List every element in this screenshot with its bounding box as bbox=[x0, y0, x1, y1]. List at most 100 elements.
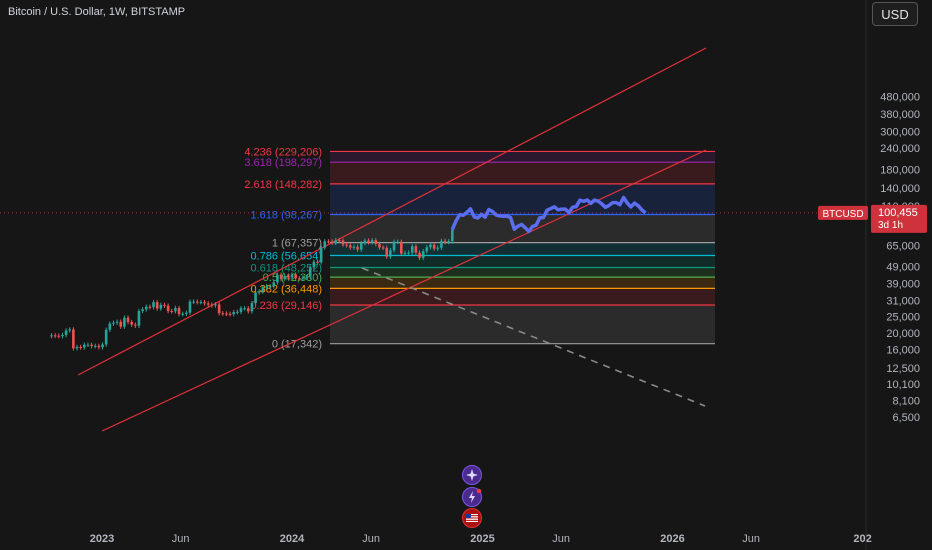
candle-body bbox=[392, 241, 396, 251]
x-tick-label: 2025 bbox=[470, 533, 494, 545]
candle-body bbox=[308, 267, 312, 277]
candle-body bbox=[170, 310, 174, 312]
candle-body bbox=[137, 310, 141, 326]
fib-zone-0.618 bbox=[330, 255, 715, 268]
y-tick-label: 8,100 bbox=[892, 395, 920, 407]
symbol-tag-bg bbox=[818, 205, 868, 220]
candle-body bbox=[192, 301, 195, 303]
candle-body bbox=[228, 313, 232, 315]
fib-zone-2.618 bbox=[330, 162, 715, 184]
y-tick-label: 6,500 bbox=[892, 412, 920, 424]
candle-series bbox=[50, 227, 454, 351]
candle-body bbox=[155, 302, 159, 309]
candle-body bbox=[79, 346, 82, 348]
y-tick-label: 65,000 bbox=[886, 240, 920, 252]
candle-body bbox=[53, 335, 57, 337]
y-tick-label: 10,100 bbox=[886, 379, 920, 391]
candle-body bbox=[159, 304, 163, 309]
candle-body bbox=[312, 261, 316, 268]
candle-body bbox=[64, 330, 68, 335]
us-flag-icon[interactable] bbox=[462, 508, 482, 528]
candle-body bbox=[276, 274, 279, 283]
candle-body bbox=[400, 241, 403, 254]
parallel-channel[interactable] bbox=[0, 47, 866, 432]
candle-body bbox=[385, 247, 389, 257]
candle-body bbox=[68, 329, 72, 331]
y-tick-label: 240,000 bbox=[880, 143, 920, 155]
candle-body bbox=[367, 240, 370, 243]
candle-body bbox=[378, 243, 381, 248]
candle-body bbox=[316, 261, 319, 263]
fib-label-0: 0 (17,342) bbox=[272, 339, 322, 351]
candle-body bbox=[152, 302, 155, 308]
candle-body bbox=[352, 246, 356, 248]
candle-body bbox=[254, 292, 257, 304]
candle-body bbox=[86, 344, 90, 346]
lightning-alert-icon[interactable] bbox=[462, 487, 482, 507]
candle-body bbox=[104, 329, 108, 345]
x-axis: 2023 Jun 2024 Jun 2025 Jun 2026 Jun 202 bbox=[90, 533, 872, 545]
candle-body bbox=[421, 251, 425, 258]
candle-body bbox=[301, 277, 305, 279]
candle-body bbox=[356, 246, 359, 250]
candle-body bbox=[50, 335, 53, 337]
candle-body bbox=[221, 313, 225, 315]
fib-label-0.236: 0.236 (29,146) bbox=[250, 300, 322, 312]
candle-body bbox=[363, 240, 367, 244]
channel-lower-line[interactable] bbox=[101, 149, 707, 432]
candle-body bbox=[181, 313, 184, 315]
candle-body bbox=[345, 244, 348, 246]
currency-button[interactable]: USD bbox=[872, 2, 918, 26]
fib-label-0.618: 0.618 (48,252) bbox=[250, 262, 322, 274]
fib-label-1: 1 (67,357) bbox=[272, 238, 322, 250]
candle-body bbox=[359, 243, 363, 250]
fib-zone-0.786 bbox=[330, 242, 715, 256]
candle-body bbox=[341, 240, 345, 245]
x-tick-label: Jun bbox=[172, 533, 190, 545]
candle-body bbox=[141, 309, 144, 311]
candle-body bbox=[203, 302, 206, 304]
x-tick-label: 2026 bbox=[660, 533, 684, 545]
candle-body bbox=[174, 308, 177, 312]
fib-zone-fills bbox=[330, 151, 715, 344]
candle-body bbox=[83, 344, 86, 348]
candle-body bbox=[134, 324, 137, 326]
price-line-series bbox=[450, 195, 647, 234]
candle-body bbox=[440, 240, 443, 248]
candle-body bbox=[123, 317, 126, 327]
candle-body bbox=[389, 250, 392, 257]
x-tick-label: Jun bbox=[742, 533, 760, 545]
fib-label-2.618: 2.618 (148,282) bbox=[244, 179, 322, 191]
x-tick-label: 2023 bbox=[90, 533, 114, 545]
candle-body bbox=[130, 322, 133, 325]
candle-body bbox=[279, 274, 283, 279]
fib-zone-1.618 bbox=[330, 183, 715, 215]
y-tick-label: 25,000 bbox=[886, 311, 920, 323]
fib-label-3.618: 3.618 (198,297) bbox=[244, 157, 322, 169]
fib-zone-0.5 bbox=[330, 267, 715, 278]
candle-body bbox=[97, 345, 101, 348]
candle-body bbox=[250, 303, 254, 312]
candle-body bbox=[305, 276, 308, 278]
projection-dashed-line[interactable] bbox=[361, 267, 706, 407]
channel-upper-line[interactable] bbox=[77, 47, 707, 376]
candle-body bbox=[261, 287, 265, 292]
candle-body bbox=[75, 346, 79, 349]
candle-body bbox=[236, 311, 239, 313]
candle-body bbox=[232, 312, 235, 315]
symbol-tag: BTCUSD bbox=[822, 209, 863, 220]
candle-body bbox=[436, 247, 440, 249]
candle-body bbox=[330, 241, 334, 243]
candle-body bbox=[432, 244, 436, 249]
candle-body bbox=[319, 247, 323, 263]
sparkle-icon[interactable] bbox=[462, 465, 482, 485]
y-tick-label: 140,000 bbox=[880, 183, 920, 195]
candle-body bbox=[199, 302, 203, 304]
y-axis: 480,000 380,000 300,000 240,000 180,000 140,0… bbox=[865, 0, 920, 550]
candle-body bbox=[93, 345, 97, 347]
candle-body bbox=[112, 322, 115, 324]
candle-body bbox=[225, 313, 228, 315]
y-tick-label: 39,000 bbox=[886, 278, 920, 290]
candle-body bbox=[72, 329, 75, 349]
